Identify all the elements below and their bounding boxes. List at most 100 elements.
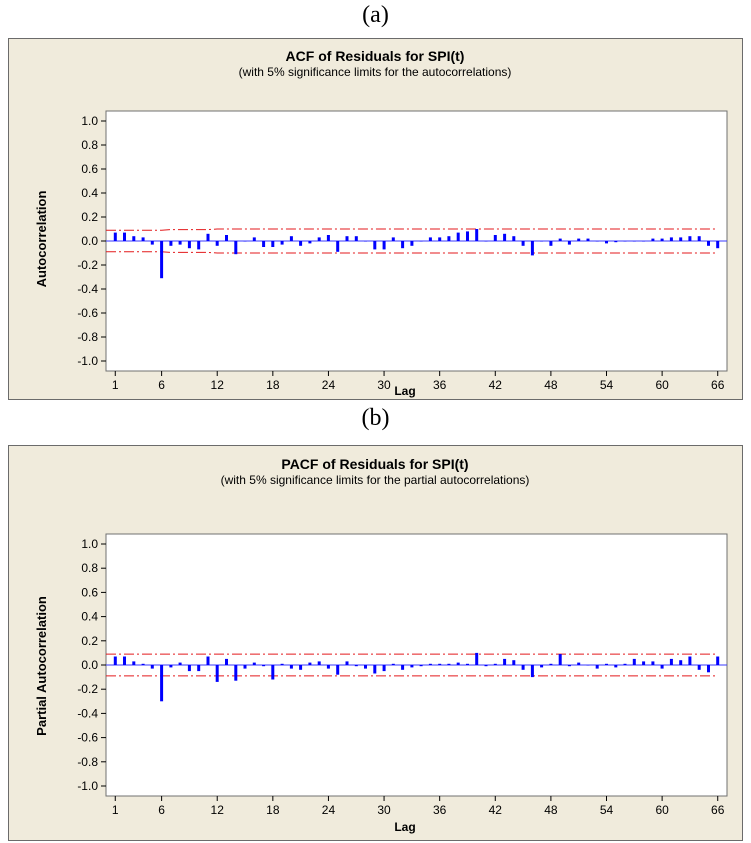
acf-bar [679,660,683,665]
y-tick-label: -0.4 [77,282,98,296]
pacf-chart: PACF of Residuals for SPI(t) (with 5% si… [34,456,728,834]
x-tick-label: 18 [266,803,280,817]
acf-bar [123,656,126,665]
y-tick-label: 1.0 [81,114,98,128]
acf-bar [540,665,544,668]
x-tick-label: 66 [711,803,725,817]
x-tick-label: 42 [489,803,503,817]
acf-bar [614,665,618,668]
acf-bar [503,233,507,241]
y-tick-label: 0.6 [81,585,98,599]
acf-bar [150,241,154,245]
acf-bar [651,661,655,665]
y-tick-label: 0.8 [81,138,98,152]
acf-bar [123,232,126,241]
x-tick-label: 24 [322,378,336,392]
acf-bar [234,241,238,255]
acf-bar [521,241,525,246]
x-axis-label: Lag [394,820,415,834]
acf-bar [364,241,367,242]
acf-bar [623,241,627,242]
y-tick-label: 0.0 [81,658,98,672]
chart-title: PACF of Residuals for SPI(t) [281,456,468,472]
x-tick-label: 36 [433,378,447,392]
acf-bar [354,665,358,667]
acf-bar [466,231,469,241]
acf-bar [382,241,386,250]
acf-bar [132,236,136,241]
acf-bar [141,663,145,665]
x-tick-label: 60 [655,378,669,392]
y-axis-label: Autocorrelation [34,191,49,288]
acf-bar [150,665,154,669]
chart-subtitle: (with 5% significance limits for the par… [221,473,530,487]
acf-bar [595,241,599,242]
acf-bar [160,665,164,702]
chart-subtitle: (with 5% significance limits for the aut… [239,65,512,79]
acf-bar [660,238,664,241]
acf-bar [252,662,256,665]
x-tick-label: 66 [711,378,725,392]
acf-bar [280,241,284,245]
x-tick-label: 54 [600,803,614,817]
y-tick-label: 0.4 [81,610,98,624]
acf-bar [558,654,562,665]
acf-bar [243,665,247,669]
chart-title: ACF of Residuals for SPI(t) [286,48,465,64]
acf-bar [484,241,488,242]
acf-bar [271,665,275,680]
acf-bar [475,229,479,241]
y-tick-label: 0.6 [81,162,98,176]
acf-bar [540,241,544,242]
x-tick-label: 48 [544,803,558,817]
acf-bar [215,241,219,246]
acf-bar [651,238,655,241]
acf-bar [438,663,442,665]
acf-bar [642,661,646,665]
acf-bar [688,656,692,665]
acf-bar [197,241,201,250]
y-tick-label: -0.2 [77,682,98,696]
acf-bar [595,665,599,669]
acf-bar [419,665,423,667]
acf-bar [688,236,692,241]
acf-bar [234,665,238,681]
y-tick-label: -0.4 [77,706,98,720]
acf-bar [586,665,590,666]
acf-bar [336,665,340,675]
acf-bar [669,237,673,241]
acf-bar [289,236,293,241]
acf-bar [669,658,673,665]
acf-bar [345,236,349,241]
acf-bar [549,241,553,246]
acf-bar [113,656,117,665]
acf-bar [660,665,664,669]
x-tick-label: 1 [112,803,119,817]
y-tick-label: -0.8 [77,330,98,344]
x-tick-label: 12 [211,803,225,817]
y-tick-label: 0.2 [81,210,98,224]
acf-bar [605,241,608,244]
acf-bar [169,665,173,668]
acf-bar [262,241,266,247]
acf-bar [317,661,321,665]
acf-bar [262,665,266,667]
acf-bar [512,236,516,241]
acf-bar [169,241,173,246]
acf-bar [484,665,488,667]
acf-bar [679,237,683,241]
acf-bar [326,665,330,669]
acf-bar [716,241,720,249]
acf-bar [512,660,516,665]
acf-bar [187,665,191,672]
acf-bar [567,241,571,245]
x-tick-label: 54 [600,378,614,392]
acf-bar [391,663,395,665]
x-tick-label: 60 [655,803,669,817]
acf-bar [530,665,534,678]
acf-bar [623,663,627,665]
acf-bar [373,241,377,250]
acf-bar [113,232,117,241]
acf-bar [215,665,219,682]
acf-bar [577,662,581,665]
